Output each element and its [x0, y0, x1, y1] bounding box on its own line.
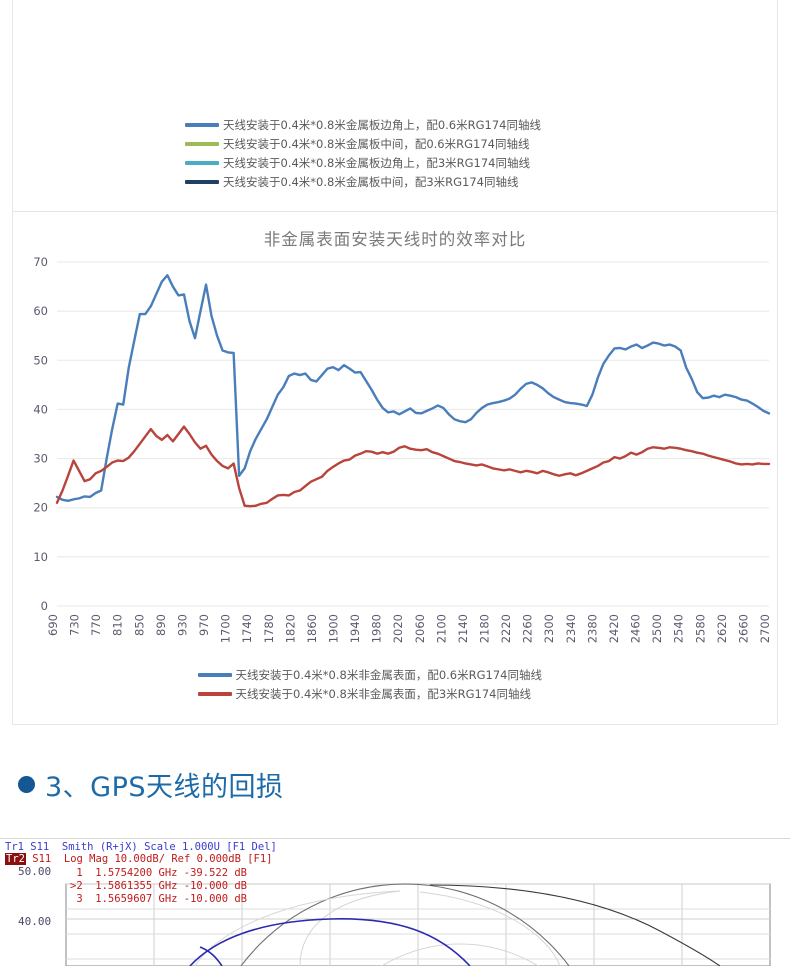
svg-text:1940: 1940 — [348, 614, 362, 643]
svg-text:2700: 2700 — [758, 614, 772, 643]
chart-one-plot-area: 1006907307708108508909309701700174017801… — [13, 0, 777, 99]
svg-text:1780: 1780 — [262, 614, 276, 643]
svg-text:1900: 1900 — [326, 614, 340, 643]
vna-screenshot: Tr1 S11 Smith (R+jX) Scale 1.000U [F1 De… — [0, 838, 790, 966]
legend-item: 天线安装于0.4米*0.8米金属板边角上，配3米RG174同轴线 — [185, 155, 605, 171]
svg-text:2100: 2100 — [434, 614, 448, 643]
legend-label: 天线安装于0.4米*0.8米非金属表面，配3米RG174同轴线 — [235, 687, 532, 701]
vna-trace-header: Tr1 S11 Smith (R+jX) Scale 1.000U [F1 De… — [5, 841, 277, 865]
legend-label: 天线安装于0.4米*0.8米金属板中间，配0.6米RG174同轴线 — [223, 137, 530, 151]
section-heading-text: 3、GPS天线的回损 — [45, 772, 284, 803]
vna-trace1-line: Tr1 S11 Smith (R+jX) Scale 1.000U [F1 De… — [5, 841, 277, 853]
legend-swatch-red — [197, 692, 232, 696]
legend-swatch-green — [185, 142, 219, 146]
legend-label: 天线安装于0.4米*0.8米金属板中间，配3米RG174同轴线 — [223, 175, 519, 189]
bullet-dot-icon — [18, 776, 35, 793]
legend-swatch-navy — [185, 180, 219, 184]
legend-swatch-cyan — [185, 161, 219, 165]
legend-item: 天线安装于0.4米*0.8米非金属表面，配3米RG174同轴线 — [197, 686, 593, 702]
svg-text:730: 730 — [68, 614, 82, 636]
legend-swatch-blue — [197, 673, 232, 677]
svg-text:2580: 2580 — [693, 614, 707, 643]
svg-text:850: 850 — [132, 614, 146, 636]
svg-text:2540: 2540 — [672, 614, 686, 643]
chart-two-plot-area: 0 10 20 30 40 50 60 70 690 730 770 810 850 890 930 970 1… — [13, 250, 777, 662]
svg-text:2220: 2220 — [499, 614, 513, 643]
svg-text:810: 810 — [111, 614, 125, 636]
svg-text:2020: 2020 — [391, 614, 405, 643]
legend-label: 天线安装于0.4米*0.8米金属板边角上，配0.6米RG174同轴线 — [223, 118, 541, 132]
vna-y-label-40: 40.00 — [18, 915, 52, 928]
legend-item: 天线安装于0.4米*0.8米金属板中间，配3米RG174同轴线 — [185, 174, 605, 190]
legend-label: 天线安装于0.4米*0.8米金属板边角上，配3米RG174同轴线 — [223, 156, 530, 170]
svg-text:2620: 2620 — [715, 614, 729, 643]
svg-text:2500: 2500 — [650, 614, 664, 643]
legend-swatch-blue — [185, 123, 219, 127]
vna-marker-3: 3 1.5659607 GHz -10.000 dB — [70, 893, 248, 905]
chart-one-legend: 天线安装于0.4米*0.8米金属板边角上，配0.6米RG174同轴线 天线安装于… — [13, 117, 777, 193]
chart-two-legend: 天线安装于0.4米*0.8米非金属表面，配0.6米RG174同轴线 天线安装于0… — [13, 667, 777, 705]
svg-text:2140: 2140 — [456, 614, 470, 643]
svg-text:690: 690 — [46, 614, 60, 636]
legend-item: 天线安装于0.4米*0.8米金属板边角上，配0.6米RG174同轴线 — [185, 117, 605, 133]
svg-text:1860: 1860 — [305, 614, 319, 643]
svg-text:60: 60 — [33, 304, 48, 318]
svg-text:30: 30 — [33, 452, 48, 466]
svg-text:2420: 2420 — [607, 614, 621, 643]
svg-text:40: 40 — [33, 402, 48, 416]
svg-text:1740: 1740 — [240, 614, 254, 643]
chart-one-svg: 1006907307708108508909309701700174017801… — [13, 0, 777, 99]
svg-text:770: 770 — [89, 614, 103, 636]
legend-item: 天线安装于0.4米*0.8米金属板中间，配0.6米RG174同轴线 — [185, 136, 605, 152]
vna-y-label-50: 50.00 — [18, 865, 52, 878]
vna-plot-svg — [65, 883, 771, 966]
svg-text:2660: 2660 — [736, 614, 750, 643]
vna-marker-1: 1 1.5754200 GHz -39.522 dB — [70, 867, 248, 879]
svg-text:2380: 2380 — [585, 614, 599, 643]
svg-text:70: 70 — [33, 255, 48, 269]
svg-text:2060: 2060 — [413, 614, 427, 643]
svg-text:890: 890 — [154, 614, 168, 636]
svg-text:20: 20 — [33, 501, 48, 515]
chart-two-svg: 0 10 20 30 40 50 60 70 690 730 770 810 850 890 930 970 1… — [33, 255, 772, 643]
chart-card-nonmetal-surface: 非金属表面安装天线时的效率对比 0 10 20 30 40 50 60 70 690 730 770… — [12, 212, 778, 725]
vna-marker-readout: 1 1.5754200 GHz -39.522 dB >2 1.5861355 … — [70, 867, 247, 906]
svg-text:2300: 2300 — [542, 614, 556, 643]
svg-text:1980: 1980 — [370, 614, 384, 643]
legend-label: 天线安装于0.4米*0.8米非金属表面，配0.6米RG174同轴线 — [235, 668, 542, 682]
svg-text:970: 970 — [197, 614, 211, 636]
svg-text:50: 50 — [33, 353, 48, 367]
svg-text:1700: 1700 — [219, 614, 233, 643]
chart-card-metal-surface: 1006907307708108508909309701700174017801… — [12, 0, 778, 212]
svg-text:10: 10 — [33, 550, 48, 564]
svg-text:1820: 1820 — [283, 614, 297, 643]
vna-trace2-line: S11 Log Mag 10.00dB/ Ref 0.000dB [F1] — [25, 853, 273, 865]
section-heading-gps-return-loss: 3、GPS天线的回损 — [18, 765, 284, 804]
vna-marker-2: >2 1.5861355 GHz -10.000 dB — [70, 880, 248, 892]
svg-text:2180: 2180 — [478, 614, 492, 643]
svg-text:2340: 2340 — [564, 614, 578, 643]
svg-text:2460: 2460 — [629, 614, 643, 643]
vna-trace2-badge: Tr2 — [5, 853, 26, 865]
chart-two-title: 非金属表面安装天线时的效率对比 — [263, 230, 527, 249]
svg-text:2260: 2260 — [521, 614, 535, 643]
legend-item: 天线安装于0.4米*0.8米非金属表面，配0.6米RG174同轴线 — [197, 667, 593, 683]
svg-text:930: 930 — [175, 614, 189, 636]
svg-text:0: 0 — [41, 599, 48, 613]
